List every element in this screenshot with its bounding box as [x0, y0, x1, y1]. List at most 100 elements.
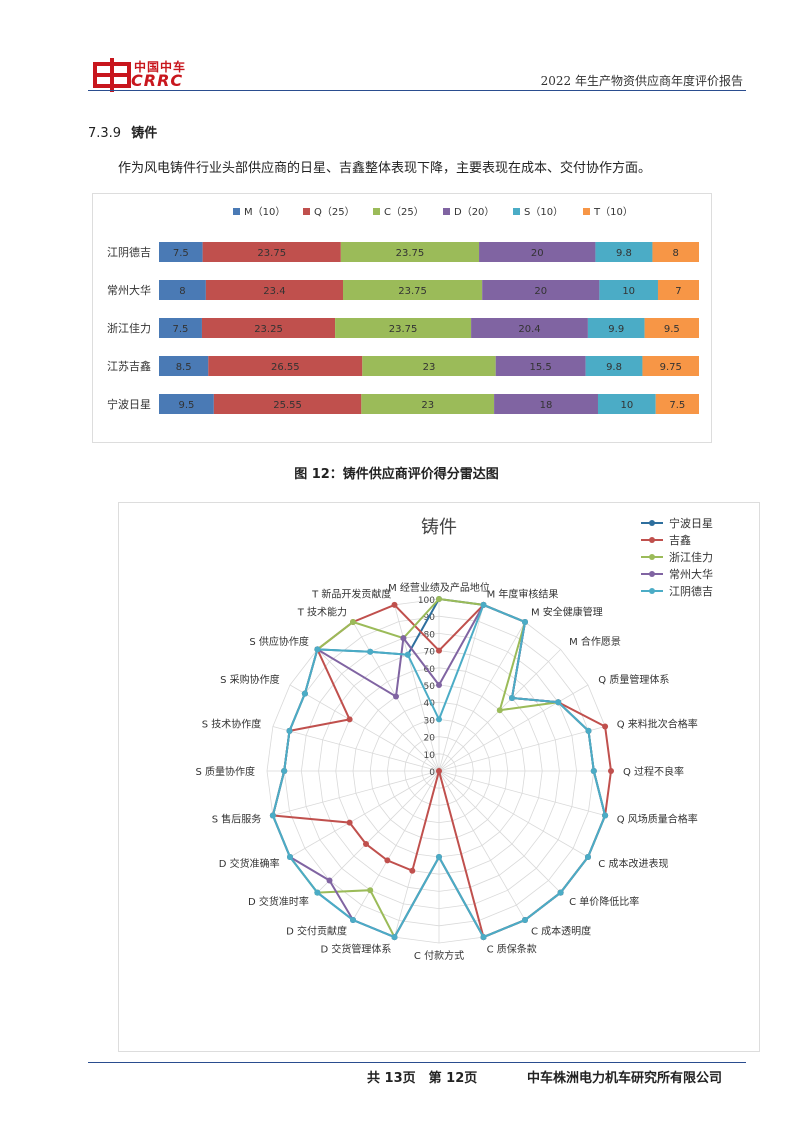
radar-series-point [301, 690, 308, 697]
radar-axis-label: T 新品开发贡献度 [311, 587, 391, 600]
legend-label: T（10） [593, 206, 633, 218]
radar-tick-label: 20 [424, 734, 436, 744]
radar-series-point [436, 716, 442, 723]
bar-value-label: 20 [531, 248, 544, 259]
radar-axis-label: C 单价降低比率 [569, 895, 639, 908]
radar-series-point [480, 934, 487, 941]
radar-spoke [272, 770, 440, 816]
radar-tick-label: 40 [424, 699, 436, 709]
bar-value-label: 7.5 [173, 248, 189, 259]
radar-series-point [557, 889, 564, 896]
bar-value-label: 26.55 [271, 362, 300, 373]
footer-page-number: 共 13页 第 12页 [367, 1071, 478, 1086]
radar-series-point [350, 917, 356, 923]
bar-value-label: 8 [179, 286, 185, 297]
radar-legend-marker [649, 588, 655, 594]
radar-series-point [314, 889, 321, 896]
radar-title: 铸件 [421, 517, 457, 538]
bar-value-label: 9.5 [178, 400, 194, 411]
radar-series-point [409, 867, 416, 874]
radar-axis-label: Q 来料批次合格率 [617, 717, 698, 730]
section-title: 铸件 [131, 126, 158, 141]
radar-axis-label: C 成本改进表现 [598, 857, 668, 870]
radar-series-point [602, 812, 609, 819]
bar-value-label: 7 [675, 286, 681, 297]
radar-legend-label: 江阴德吉 [669, 584, 713, 598]
radar-series-point [367, 887, 374, 894]
legend-swatch [443, 208, 450, 215]
radar-series-point [391, 601, 398, 608]
radar-spoke [438, 604, 484, 772]
bar-segment [599, 280, 658, 300]
radar-series-point [608, 768, 614, 774]
bar-category-label: 宁波日星 [107, 397, 151, 411]
radar-axis-label: M 合作愿景 [569, 635, 621, 648]
legend-label: D（20） [454, 206, 494, 218]
legend-swatch [303, 208, 310, 215]
bar-value-label: 23.25 [254, 324, 283, 335]
radar-series-point [363, 841, 369, 847]
radar-tick-label: 10 [424, 751, 436, 761]
bar-segment [205, 280, 344, 300]
bar-value-label: 9.8 [606, 362, 622, 373]
radar-tick-label: 30 [424, 716, 436, 726]
bar-category-label: 江阴德吉 [107, 245, 151, 259]
radar-axis-label: T 技术能力 [297, 606, 347, 619]
radar-spoke [289, 770, 440, 858]
bar-value-label: 7.5 [173, 324, 189, 335]
legend-swatch [513, 208, 520, 215]
legend-swatch [583, 208, 590, 215]
radar-axis-label: Q 风场质量合格率 [617, 813, 698, 826]
radar-series-point [590, 768, 597, 774]
radar-tick-label: 70 [424, 648, 436, 658]
radar-tick-label: 60 [424, 665, 436, 675]
bar-value-label: 10 [622, 286, 635, 297]
bar-segment [655, 394, 699, 414]
radar-series-point [400, 635, 407, 642]
bar-segment [340, 242, 480, 262]
radar-axis-label: C 质保条款 [487, 943, 537, 956]
bar-segment [335, 318, 472, 338]
radar-axis-label: C 付款方式 [414, 949, 464, 962]
radar-spoke [438, 770, 589, 858]
radar-series-point [480, 601, 487, 608]
radar-series-point [346, 716, 353, 723]
legend-swatch [233, 208, 240, 215]
radar-spoke [317, 649, 440, 772]
bar-value-label: 15.5 [530, 362, 552, 373]
radar-legend-marker [649, 537, 655, 543]
radar-series-point [436, 682, 442, 688]
radar-axis-label: Q 质量管理体系 [598, 673, 669, 686]
radar-series-point [509, 695, 515, 701]
radar-series-point [391, 934, 398, 941]
bar-segment [595, 242, 653, 262]
radar-axis-label: M 年度审核结果 [487, 587, 559, 600]
radar-axis-label: M 安全健康管理 [531, 606, 603, 619]
radar-series-point [393, 693, 399, 700]
bar-value-label: 20.4 [518, 324, 540, 335]
bar-value-label: 20 [534, 286, 547, 297]
radar-series-point [555, 699, 562, 706]
radar-series-point [314, 646, 321, 653]
bar-segment [159, 394, 214, 414]
radar-legend-marker [649, 520, 655, 526]
radar-legend-label: 吉鑫 [669, 533, 691, 547]
radar-series-point [436, 854, 442, 860]
radar-spoke [394, 604, 440, 772]
bar-segment [495, 356, 586, 376]
bar-value-label: 8.5 [176, 362, 192, 373]
report-title: 2022 年生产物资供应商年度评价报告 [540, 74, 743, 88]
radar-legend-label: 浙江佳力 [669, 550, 713, 564]
radar-series-point [350, 619, 356, 625]
bar-segment [597, 394, 656, 414]
radar-spoke [352, 770, 440, 921]
radar-spoke [438, 684, 589, 772]
bar-segment [361, 394, 495, 414]
bar-value-label: 23.75 [389, 324, 418, 335]
bar-value-label: 18 [540, 400, 553, 411]
radar-series-point [602, 723, 609, 730]
radar-series-point [496, 707, 503, 714]
bar-segment [201, 318, 336, 338]
radar-legend-label: 宁波日星 [669, 516, 713, 530]
bar-segment [585, 356, 643, 376]
